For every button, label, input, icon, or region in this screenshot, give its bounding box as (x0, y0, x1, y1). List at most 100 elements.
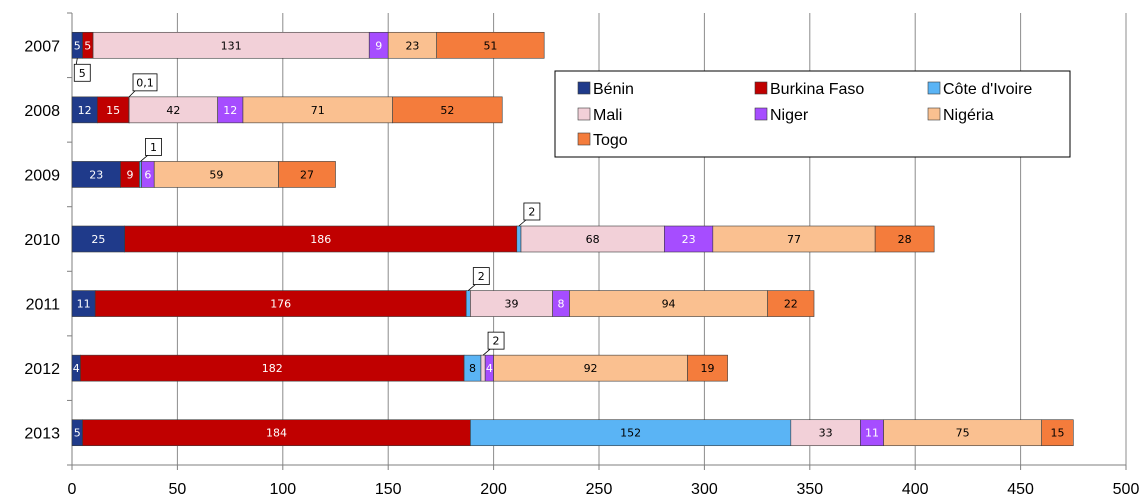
data-label: 22 (784, 298, 798, 311)
bar-segment (493, 354, 688, 382)
x-tick-label: 50 (169, 481, 187, 498)
x-tick-label: 0 (68, 481, 77, 498)
bar-segment (664, 225, 714, 253)
legend-box (554, 70, 1071, 158)
data-label: 152 (620, 427, 641, 440)
callout-leader (482, 348, 491, 356)
y-tick-label: 2008 (24, 103, 60, 120)
bar-segment (790, 419, 861, 447)
data-label: 42 (166, 104, 180, 117)
data-label: 9 (126, 168, 133, 181)
legend-swatch (927, 81, 941, 95)
legend-label: Burkina Faso (770, 81, 864, 98)
axes: 0 50 100 150 200 250 300 350 400 450 5002007200820… (24, 12, 1140, 498)
bar-segment (92, 31, 370, 59)
data-label: 15 (106, 104, 120, 117)
callout-label: 2 (528, 206, 535, 219)
y-tick-label: 2012 (24, 361, 60, 378)
bar-segment (387, 31, 437, 59)
data-label: 59 (209, 168, 223, 181)
data-label: 184 (266, 427, 287, 440)
callouts: 5 0,1 12 2 2 (73, 58, 541, 356)
legend-label: Côte d'Ivoire (943, 81, 1032, 98)
bar-segment (569, 290, 768, 317)
y-tick-label: 2010 (24, 232, 60, 249)
y-tick-label: 2009 (24, 167, 60, 184)
legend-label: Mali (593, 107, 622, 124)
data-label: 11 (77, 298, 91, 311)
data-label: 5 (84, 39, 91, 52)
data-label: 68 (586, 233, 600, 246)
bar-segment (278, 161, 336, 188)
data-label: 25 (91, 233, 105, 246)
data-label: 9 (375, 39, 382, 52)
legend-swatch (577, 81, 591, 95)
data-label: 39 (505, 298, 519, 311)
data-label: 71 (311, 104, 325, 117)
bar-segment (712, 225, 876, 253)
legend-label: Niger (770, 107, 809, 124)
y-tick-label: 2013 (24, 426, 60, 443)
x-tick-label: 450 (1007, 481, 1034, 498)
x-tick-label: 300 (691, 481, 718, 498)
legend-swatch (577, 107, 591, 121)
callout-leader (140, 155, 148, 162)
data-label: 131 (221, 39, 242, 52)
callout-leader (128, 90, 136, 98)
bar-segment (242, 96, 393, 124)
bar-segment (465, 290, 471, 317)
bar-segment (1041, 419, 1074, 447)
data-label: 6 (144, 168, 151, 181)
bar-segment (96, 96, 130, 124)
bar-segment (516, 225, 522, 253)
x-tick-label: 500 (1113, 481, 1140, 498)
data-label: 12 (223, 104, 237, 117)
data-label: 94 (662, 298, 676, 311)
callout-box (73, 63, 91, 82)
data-label: 23 (89, 168, 103, 181)
data-label: 75 (956, 427, 970, 440)
x-tick-label: 400 (902, 481, 929, 498)
callout-box (523, 202, 541, 221)
x-tick-label: 150 (375, 481, 402, 498)
x-tick-label: 100 (269, 481, 296, 498)
bar-segment (71, 161, 121, 188)
data-label: 11 (865, 427, 879, 440)
data-label: 23 (682, 233, 696, 246)
callout-box (145, 138, 162, 156)
bar-segment (392, 96, 503, 124)
callout-label: 5 (79, 67, 86, 80)
bar-segment (94, 290, 467, 317)
data-label: 4 (486, 362, 493, 375)
callout-box (472, 267, 490, 285)
data-label: 8 (558, 298, 565, 311)
bar-segment (153, 161, 279, 188)
bar-segment (139, 161, 142, 188)
callout-leader (468, 284, 476, 291)
x-tick-label: 350 (796, 481, 823, 498)
data-label: 15 (1050, 427, 1064, 440)
x-tick-label: 250 (586, 481, 613, 498)
bar-segment (874, 225, 935, 253)
data-label: 92 (584, 362, 598, 375)
callout-label: 2 (493, 335, 500, 348)
legend-swatch (754, 107, 768, 121)
data-label: 27 (300, 168, 314, 181)
data-label: 19 (701, 362, 715, 375)
bar-segment (436, 31, 545, 59)
legend: Bénin Burkina Faso Côte d'Ivoire Mali Niger N… (554, 70, 1071, 158)
callout-label: 0,1 (136, 76, 154, 89)
legend-swatch (927, 107, 941, 121)
data-label: 51 (483, 39, 497, 52)
legend-swatch (577, 132, 591, 146)
data-label: 8 (469, 362, 476, 375)
callout-box (132, 73, 158, 92)
legend-label: Nigéria (943, 107, 994, 124)
bar-segment (470, 419, 792, 447)
bar-segment (480, 354, 486, 382)
y-tick-label: 2007 (24, 38, 60, 55)
data-label: 4 (73, 362, 80, 375)
callout-leader (75, 58, 78, 65)
